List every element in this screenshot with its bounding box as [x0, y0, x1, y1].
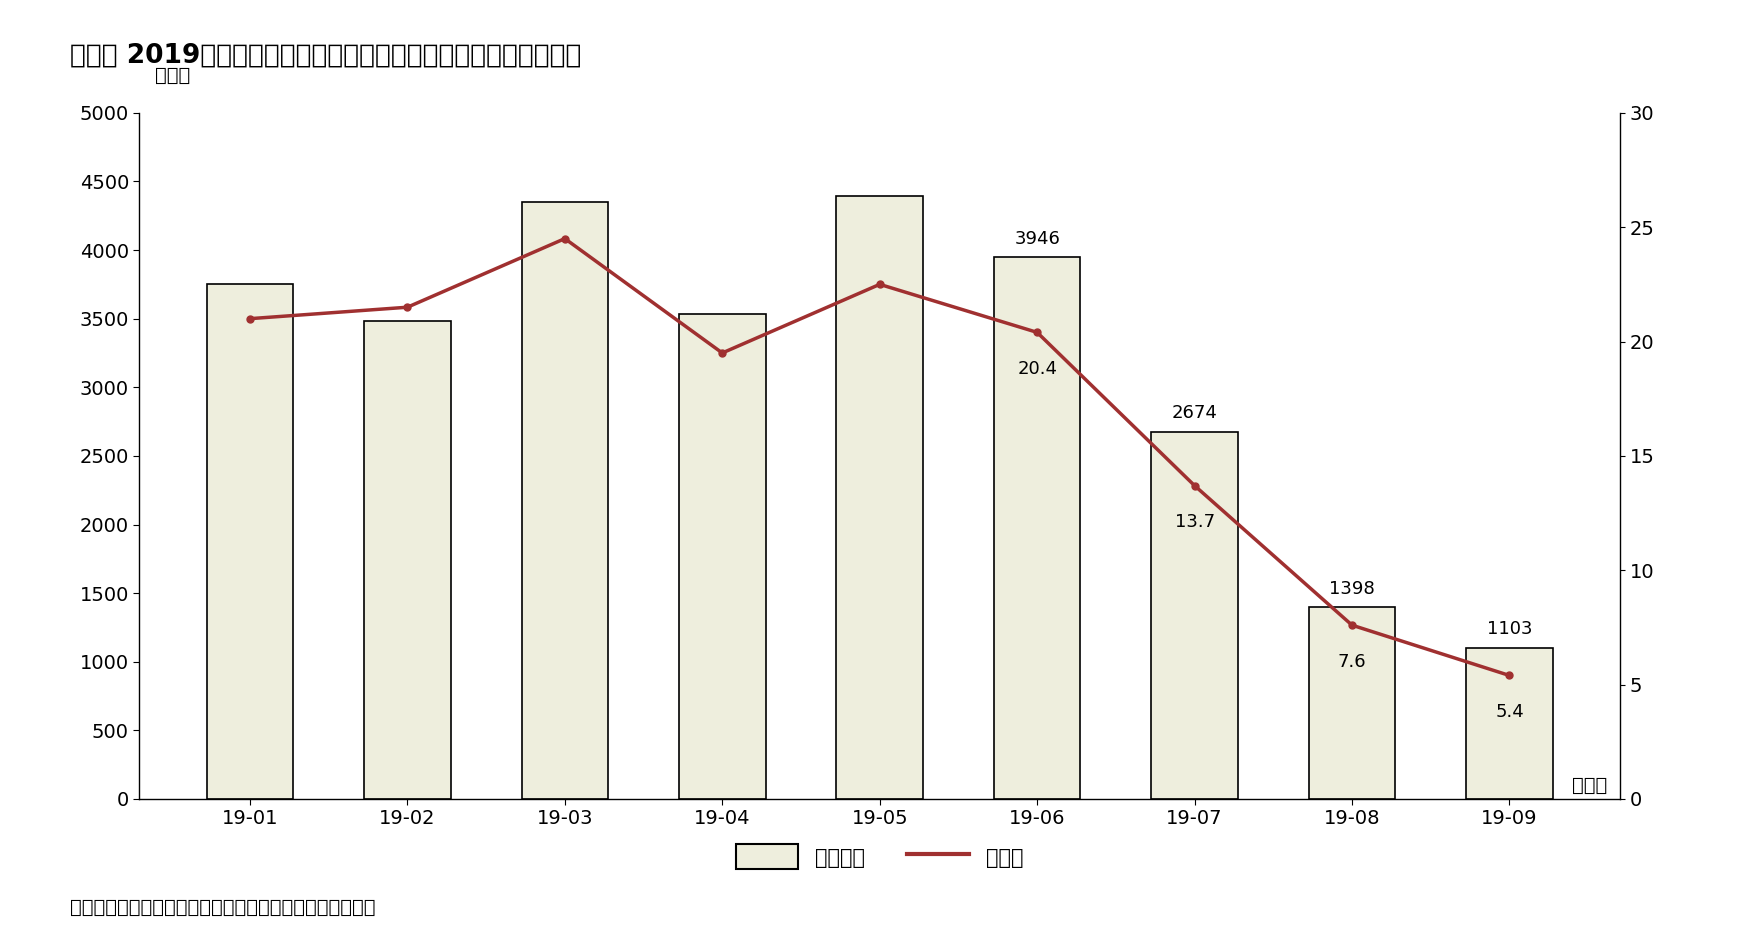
Text: 3946: 3946 [1014, 230, 1061, 248]
Text: 1398: 1398 [1329, 580, 1374, 598]
Text: 5.4: 5.4 [1495, 703, 1524, 721]
Bar [1151, 432, 1239, 799]
Bar [995, 258, 1080, 799]
Text: 7.6: 7.6 [1338, 652, 1366, 670]
Text: （％）: （％） [1571, 776, 1608, 794]
Text: 2674: 2674 [1172, 404, 1218, 422]
Text: （台）: （台） [155, 67, 190, 86]
Legend: 販売台数, 占有率: 販売台数, 占有率 [728, 836, 1031, 878]
Text: 13.7: 13.7 [1174, 513, 1214, 531]
Bar [1308, 607, 1395, 799]
Bar [836, 196, 923, 799]
Text: 1103: 1103 [1486, 620, 1533, 638]
Bar [207, 285, 293, 799]
Bar [521, 202, 608, 799]
Bar [364, 321, 451, 799]
Text: 20.4: 20.4 [1017, 360, 1057, 378]
Bar [679, 314, 765, 799]
Text: 図表４ 2019年の日本車の販売台数と輸入車に占める占有率の推移: 図表４ 2019年の日本車の販売台数と輸入車に占める占有率の推移 [70, 42, 582, 69]
Text: 資料）韓国輸入自動車協会ホームページなどから筆者作成: 資料）韓国輸入自動車協会ホームページなどから筆者作成 [70, 898, 375, 916]
Bar [1467, 648, 1552, 799]
